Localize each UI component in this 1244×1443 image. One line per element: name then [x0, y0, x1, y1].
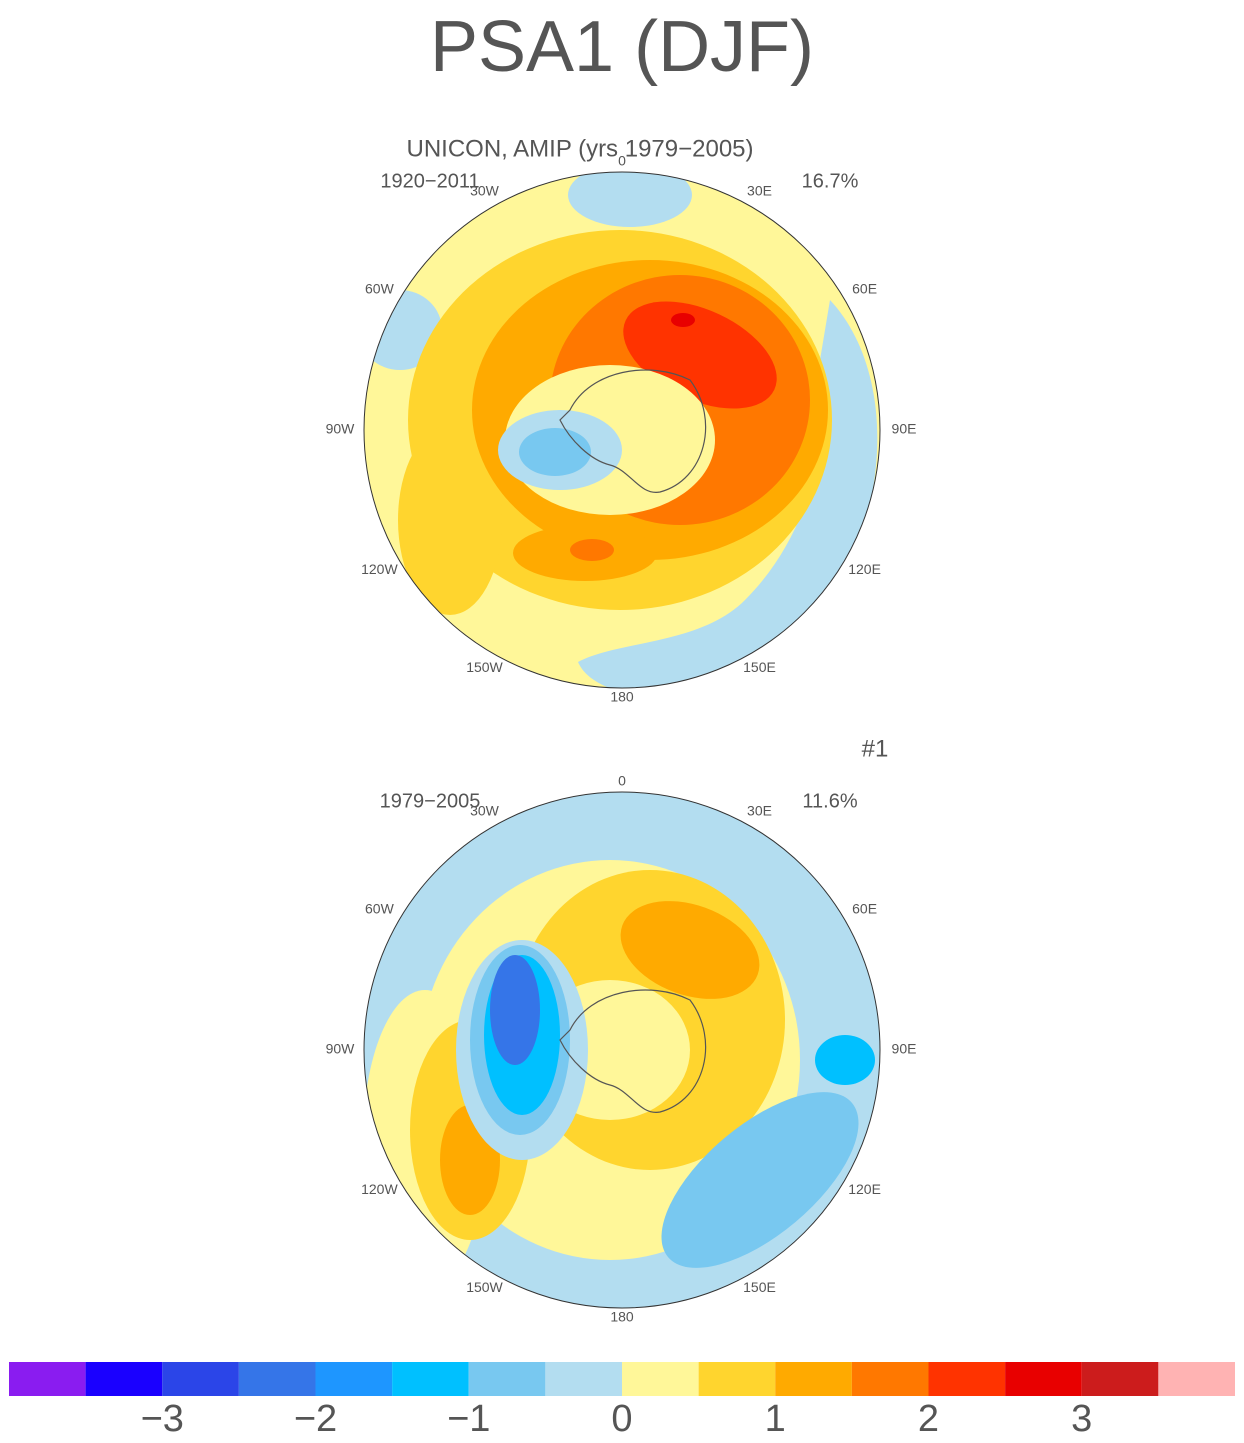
colorbar-box	[1158, 1362, 1235, 1396]
colorbar-box	[162, 1362, 239, 1396]
colorbar-tick-label: 1	[765, 1398, 786, 1440]
colorbar-box	[851, 1362, 929, 1396]
longitude-label: 90E	[892, 421, 917, 437]
longitude-label: 150E	[743, 1279, 776, 1295]
longitude-label: 30E	[747, 803, 772, 819]
longitude-label: 180	[610, 1309, 634, 1325]
colorbar-box	[1005, 1362, 1082, 1396]
colorbar-tick-label: 3	[1071, 1398, 1092, 1440]
longitude-label: 30E	[747, 183, 772, 199]
figure-title: PSA1 (DJF)	[430, 7, 814, 87]
variance-label: 16.7%	[802, 170, 859, 192]
colorbar-box	[9, 1362, 86, 1396]
colorbar-box	[1081, 1362, 1159, 1396]
longitude-label: 30W	[470, 803, 500, 819]
longitude-label: 150W	[466, 659, 503, 675]
colorbar-box	[545, 1362, 622, 1396]
longitude-label: 60E	[852, 901, 877, 917]
panel-title: UNICON, AMIP (yrs 1979−2005)	[406, 135, 753, 162]
longitude-label: 120E	[848, 1181, 881, 1197]
colorbar-tick-label: 2	[918, 1398, 939, 1440]
colorbar-tick-label: −1	[447, 1398, 490, 1440]
colorbar-box	[85, 1362, 163, 1396]
longitude-label: 30W	[470, 183, 500, 199]
longitude-label: 150E	[743, 659, 776, 675]
longitude-label: 90W	[326, 421, 356, 437]
colorbar-box	[928, 1362, 1006, 1396]
run-label: #1	[862, 735, 889, 762]
longitude-label: 0	[618, 153, 626, 169]
longitude-label: 120W	[361, 1181, 398, 1197]
colorbar-box	[698, 1362, 776, 1396]
colorbar-tick-label: −2	[294, 1398, 337, 1440]
longitude-label: 60W	[365, 901, 395, 917]
longitude-label: 90W	[326, 1041, 356, 1057]
longitude-label: 60W	[365, 281, 395, 297]
variance-label: 11.6%	[802, 790, 857, 812]
map-panel: 20thC_ReanV21920−201116.7%030E60E90E120E…	[326, 153, 917, 705]
colorbar-box	[392, 1362, 469, 1396]
period-label: 1920−2011	[380, 170, 479, 192]
longitude-label: 0	[618, 773, 626, 789]
colorbar-tick-label: −3	[141, 1398, 184, 1440]
period-label: 1979−2005	[380, 790, 481, 812]
longitude-label: 120W	[361, 561, 398, 577]
longitude-label: 180	[610, 689, 634, 705]
colorbar-box	[315, 1362, 393, 1396]
colorbar-box	[775, 1362, 852, 1396]
colorbar-box	[238, 1362, 316, 1396]
colorbar-tick-label: 0	[611, 1398, 632, 1440]
longitude-label: 90E	[892, 1041, 917, 1057]
colorbar-box	[622, 1362, 699, 1396]
colorbar-box	[468, 1362, 546, 1396]
longitude-label: 60E	[852, 281, 877, 297]
longitude-label: 120E	[848, 561, 881, 577]
longitude-label: 150W	[466, 1279, 503, 1295]
